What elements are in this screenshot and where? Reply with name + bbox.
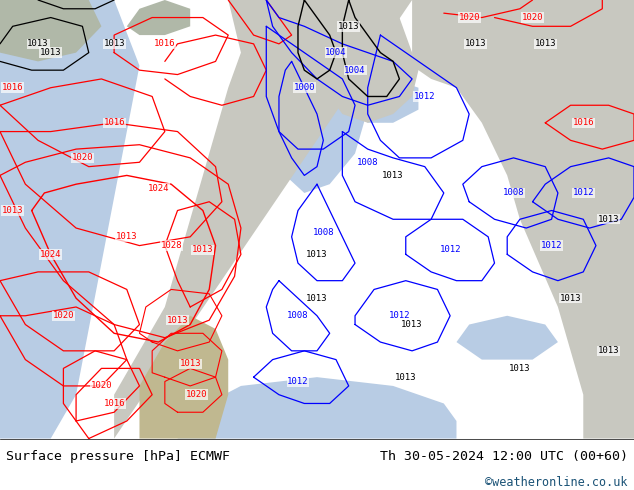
Polygon shape <box>178 377 456 439</box>
Text: 1013: 1013 <box>2 206 23 215</box>
Text: 1016: 1016 <box>154 39 176 49</box>
Text: 1000: 1000 <box>294 83 315 92</box>
Text: 1020: 1020 <box>458 13 480 22</box>
Polygon shape <box>114 0 634 439</box>
Text: 1016: 1016 <box>103 399 125 408</box>
Text: Th 30-05-2024 12:00 UTC (00+60): Th 30-05-2024 12:00 UTC (00+60) <box>380 450 628 463</box>
Text: 1004: 1004 <box>325 48 347 57</box>
Text: 1020: 1020 <box>91 381 112 391</box>
Polygon shape <box>0 0 101 61</box>
Polygon shape <box>139 316 228 439</box>
Text: 1013: 1013 <box>598 346 619 355</box>
Text: 1004: 1004 <box>344 66 366 74</box>
Text: ©weatheronline.co.uk: ©weatheronline.co.uk <box>485 476 628 489</box>
Text: 1024: 1024 <box>40 250 61 259</box>
Text: 1008: 1008 <box>357 158 378 167</box>
Polygon shape <box>228 35 279 123</box>
Text: 1013: 1013 <box>534 39 556 49</box>
Text: 1013: 1013 <box>179 360 201 368</box>
Polygon shape <box>456 316 558 360</box>
Text: 1016: 1016 <box>2 83 23 92</box>
Polygon shape <box>330 0 418 123</box>
Text: 1013: 1013 <box>465 39 486 49</box>
Text: 1013: 1013 <box>598 215 619 224</box>
Text: 1013: 1013 <box>382 171 404 180</box>
Text: 1013: 1013 <box>306 294 328 303</box>
Polygon shape <box>0 0 139 439</box>
Text: 1008: 1008 <box>313 228 334 237</box>
Text: 1028: 1028 <box>160 241 182 250</box>
Text: 1012: 1012 <box>573 189 594 197</box>
Text: 1024: 1024 <box>148 184 169 193</box>
Text: 1012: 1012 <box>439 245 461 254</box>
Text: 1013: 1013 <box>306 250 328 259</box>
Text: 1016: 1016 <box>573 118 594 127</box>
Text: 1012: 1012 <box>389 311 410 320</box>
Text: 1013: 1013 <box>560 294 581 303</box>
Text: 1013: 1013 <box>338 22 359 31</box>
Polygon shape <box>285 88 368 193</box>
Text: 1013: 1013 <box>509 364 531 373</box>
Text: Surface pressure [hPa] ECMWF: Surface pressure [hPa] ECMWF <box>6 450 230 463</box>
Text: 1013: 1013 <box>192 245 214 254</box>
Text: 1012: 1012 <box>541 241 562 250</box>
Text: 1020: 1020 <box>72 153 93 162</box>
Text: 1013: 1013 <box>27 39 49 49</box>
Text: 1008: 1008 <box>287 311 309 320</box>
Polygon shape <box>355 79 418 123</box>
Polygon shape <box>127 0 190 35</box>
Text: 1013: 1013 <box>103 39 125 49</box>
Text: 1013: 1013 <box>401 320 423 329</box>
Text: 1013: 1013 <box>167 316 188 325</box>
Text: 1013: 1013 <box>40 48 61 57</box>
Text: 1013: 1013 <box>116 232 138 241</box>
Text: 1008: 1008 <box>503 189 524 197</box>
Text: 1016: 1016 <box>103 118 125 127</box>
Text: 1020: 1020 <box>53 311 74 320</box>
Text: 1013: 1013 <box>395 373 417 382</box>
Text: 1012: 1012 <box>414 92 436 101</box>
Text: 1012: 1012 <box>287 377 309 386</box>
Text: 1020: 1020 <box>522 13 543 22</box>
Text: 1020: 1020 <box>186 390 207 399</box>
